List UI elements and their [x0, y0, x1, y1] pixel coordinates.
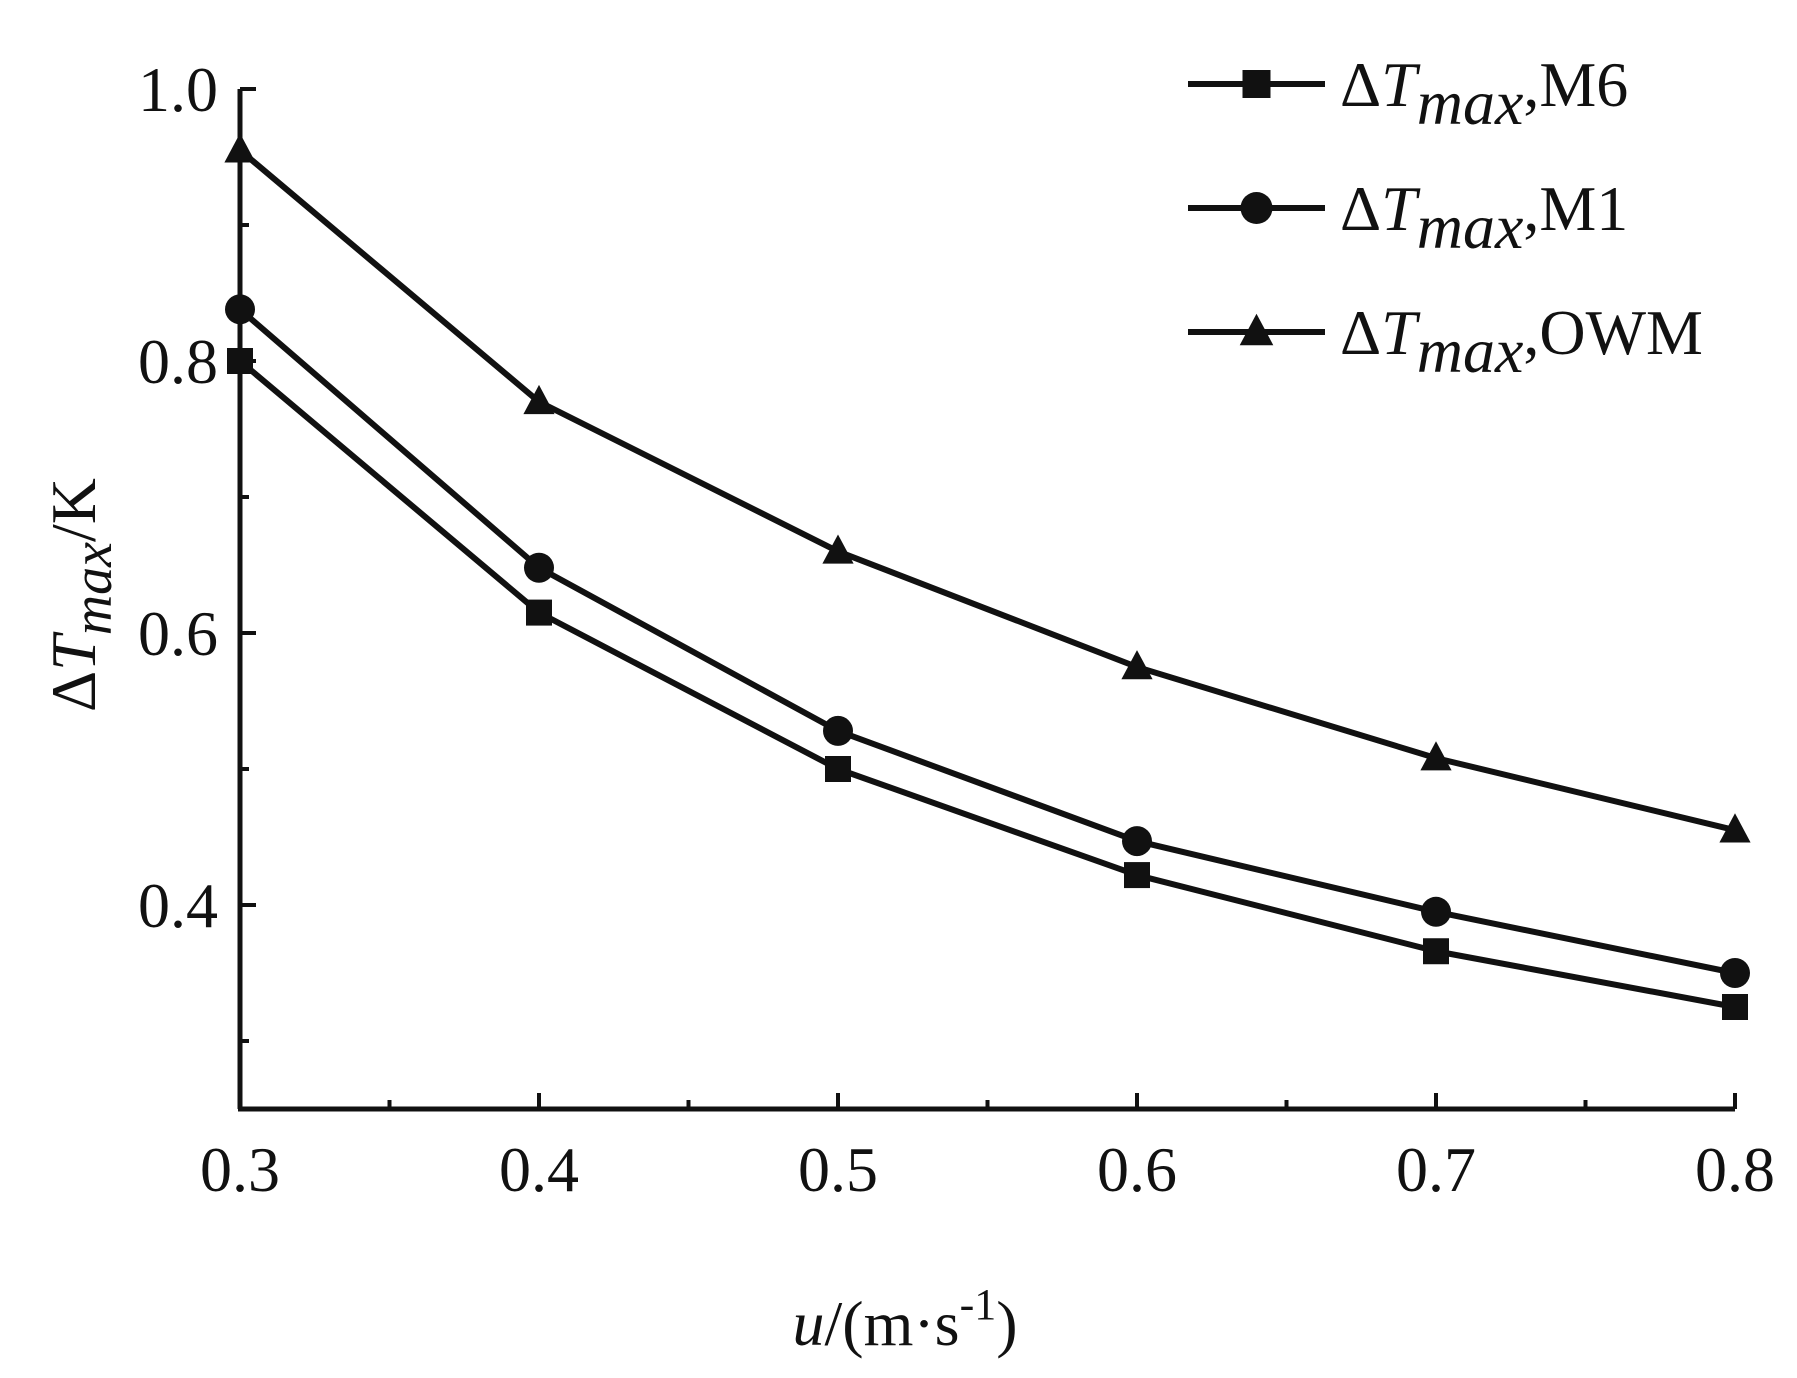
- y-tick-label: 0.4: [138, 870, 218, 941]
- series-line: [238, 147, 1736, 834]
- x-axis-title-unit-open: /(m·s: [824, 1288, 959, 1359]
- data-point-square-marker: [825, 756, 851, 782]
- data-point-circle-marker: [1122, 826, 1152, 857]
- data-point-circle-marker: [1421, 896, 1451, 927]
- legend-delta: Δ: [1340, 173, 1381, 244]
- legend-sub: max: [1417, 67, 1524, 138]
- series-line: [238, 358, 1736, 1010]
- data-point-triangle-marker: [822, 534, 854, 564]
- legend-label: ΔTmax,M1: [1340, 173, 1628, 262]
- y-tick-label: 0.8: [138, 326, 218, 397]
- data-point-square-marker: [526, 599, 552, 626]
- x-axis-title-sup: -1: [960, 1280, 997, 1329]
- legend-square-marker: [1242, 70, 1271, 98]
- legend-suffix: ,M6: [1523, 49, 1628, 120]
- legend-delta: Δ: [1340, 297, 1381, 368]
- data-point-circle-marker: [1720, 958, 1750, 988]
- y-axis-title-sub: max: [62, 542, 124, 635]
- series-triangle: [224, 133, 1751, 843]
- x-axis-title: u/(m·s-1): [792, 1280, 1017, 1359]
- data-point-square-marker: [1124, 862, 1150, 889]
- legend-entry: ΔTmax,M1: [1188, 173, 1628, 262]
- legend-triangle-marker: [1239, 313, 1274, 346]
- legend-circle-marker: [1240, 192, 1273, 224]
- legend-label: ΔTmax,OWM: [1340, 297, 1703, 386]
- legend-var: T: [1381, 49, 1421, 120]
- legend-sub: max: [1417, 315, 1524, 386]
- data-point-triangle-marker: [523, 384, 555, 415]
- data-point-triangle-marker: [1719, 813, 1751, 843]
- legend-label: ΔTmax,M6: [1340, 49, 1628, 138]
- data-point-square-marker: [227, 348, 253, 374]
- data-point-circle-marker: [524, 552, 554, 583]
- y-axis-title-unit: /K: [38, 478, 109, 542]
- y-tick-label: 1.0: [138, 54, 218, 125]
- x-tick-label: 0.8: [1695, 1134, 1775, 1205]
- legend-suffix: ,M1: [1523, 173, 1628, 244]
- data-point-square-marker: [1423, 938, 1449, 965]
- x-tick-label: 0.7: [1396, 1134, 1476, 1205]
- data-point-triangle-marker: [1420, 741, 1452, 771]
- data-point-triangle-marker: [224, 133, 256, 163]
- x-tick-label: 0.5: [798, 1134, 878, 1205]
- x-axis-title-var: u: [792, 1288, 824, 1359]
- data-point-circle-marker: [225, 294, 255, 325]
- legend-var: T: [1381, 297, 1421, 368]
- y-axis-title: ΔTmax/K: [38, 478, 124, 712]
- data-point-circle-marker: [823, 715, 853, 746]
- legend-delta: Δ: [1340, 49, 1381, 120]
- series-line: [238, 307, 1736, 976]
- data-point-triangle-marker: [1121, 650, 1153, 680]
- y-tick-label: 0.6: [138, 598, 218, 669]
- legend-suffix: ,OWM: [1523, 297, 1703, 368]
- x-tick-label: 0.6: [1097, 1134, 1177, 1205]
- legend-var: T: [1381, 173, 1421, 244]
- series-square: [227, 348, 1748, 1020]
- legend-sub: max: [1417, 191, 1524, 262]
- y-axis-title-delta: Δ: [38, 671, 109, 712]
- legend-entry: ΔTmax,OWM: [1188, 297, 1703, 386]
- series: [224, 133, 1751, 1020]
- series-circle: [225, 294, 1750, 988]
- x-axis-title-unit-close: ): [996, 1288, 1017, 1359]
- y-axis-title-var: T: [38, 631, 109, 671]
- data-point-square-marker: [1722, 994, 1748, 1020]
- x-tick-label: 0.4: [499, 1134, 579, 1205]
- ticks: 0.3 0.4 0.5 0.6 0.7 0.8 0.4 0.6 0.8 1.0: [138, 54, 1775, 1205]
- legend-entry: ΔTmax,M6: [1188, 49, 1628, 138]
- x-tick-label: 0.3: [200, 1134, 280, 1205]
